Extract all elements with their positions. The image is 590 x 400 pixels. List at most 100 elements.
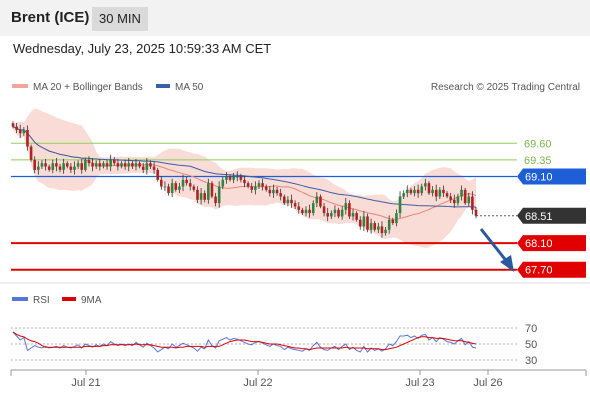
candle-body [337, 209, 340, 217]
candle-body [87, 159, 91, 164]
level-label-68-10: 68.10 [525, 238, 553, 250]
candle-body [26, 129, 29, 147]
candle-body [44, 163, 47, 167]
legend-swatch-ma50 [156, 84, 170, 88]
candle-body [427, 183, 431, 194]
forecast-arrow-head [500, 255, 514, 272]
candle-body [279, 193, 282, 197]
candle-body [84, 159, 87, 170]
candle-body [152, 166, 156, 170]
candle-body [214, 196, 217, 204]
candle-body [116, 163, 120, 167]
candle-body [51, 163, 55, 170]
candle-body [62, 163, 65, 170]
candle-body [471, 196, 474, 210]
candle-body [188, 183, 192, 187]
candle-body [22, 129, 26, 134]
level-labels-layer: 69.60 69.35 69.10 68.51 68.10 67.70 [517, 138, 586, 278]
candle-body [297, 206, 301, 210]
candle-body [282, 196, 286, 204]
candle-body [185, 179, 188, 184]
candles-layer [11, 121, 478, 238]
candle-body [308, 209, 311, 214]
candle-body [217, 186, 221, 204]
instrument-title: Brent (ICE) [11, 9, 90, 26]
candle-body [58, 166, 62, 170]
candle-body [409, 189, 413, 194]
candle-body [391, 219, 395, 224]
candle-body [366, 216, 369, 230]
candle-body [304, 209, 308, 214]
level-badge-69-10 [517, 168, 586, 185]
candle-body [449, 196, 452, 200]
candle-body [210, 183, 214, 197]
level-label-69-35: 69.35 [524, 155, 552, 167]
candle-body [228, 176, 232, 180]
candle-body [268, 189, 272, 194]
candle-body [167, 186, 170, 194]
copyright-label: Research © 2025 Trading Central [431, 82, 580, 93]
candle-body [163, 186, 167, 188]
candle-body [156, 169, 159, 180]
rsi-panel: 70 50 30 [11, 323, 537, 367]
x-tick-label: Jul 26 [473, 377, 502, 389]
candle-body [257, 183, 261, 187]
candle-body [131, 163, 134, 167]
candle-body [250, 186, 254, 190]
candle-body [315, 196, 319, 204]
candle-body [37, 166, 40, 170]
candle-body [112, 159, 116, 164]
candle-body [452, 199, 456, 204]
candle-body [358, 219, 362, 227]
candle-body [123, 163, 127, 167]
candle-body [149, 163, 152, 167]
x-tick-label: Jul 22 [243, 377, 272, 389]
candle-body [40, 163, 44, 167]
candle-body [413, 189, 416, 194]
candle-body [120, 163, 123, 167]
candle-body [55, 163, 58, 167]
header-bar: Brent (ICE) 30 MIN [0, 0, 590, 36]
candle-body [326, 213, 329, 217]
candle-body [181, 179, 185, 187]
candle-body [322, 206, 326, 214]
candle-body [18, 129, 22, 134]
candle-body [178, 186, 181, 190]
rsi-line [12, 331, 477, 353]
candle-body [235, 176, 239, 178]
candle-body [456, 196, 460, 204]
candle-body [355, 213, 358, 220]
candle-body [311, 203, 315, 214]
legend-label-ma50: MA 50 [175, 82, 204, 93]
candle-body [203, 193, 207, 200]
x-tick-label: Jul 21 [71, 377, 100, 389]
candle-body [420, 186, 424, 194]
forecast-arrow-layer [479, 228, 514, 272]
candle-body [199, 193, 203, 200]
candle-body [196, 189, 199, 200]
rsi-tick-label: 30 [525, 355, 537, 367]
candle-body [290, 199, 293, 204]
candle-body [33, 159, 37, 170]
candle-body [47, 166, 51, 170]
timeframe-badge[interactable]: 30 MIN [92, 7, 148, 31]
candle-body [94, 163, 98, 167]
legend-label-rsi: RSI [33, 295, 50, 306]
candle-body [395, 213, 398, 224]
candle-body [362, 216, 366, 227]
level-label-68-51: 68.51 [525, 211, 553, 223]
candle-body [98, 163, 102, 167]
candle-body [463, 189, 467, 204]
candle-body [254, 186, 257, 190]
candle-body [73, 166, 76, 170]
candle-body [434, 189, 438, 197]
candle-body [293, 203, 297, 207]
candle-body [405, 189, 409, 194]
candle-body [170, 183, 174, 194]
candle-body [384, 229, 387, 234]
candle-body [402, 193, 405, 197]
candle-body [319, 196, 322, 207]
candle-body [369, 223, 373, 230]
candle-body [76, 163, 80, 167]
candle-body [442, 189, 445, 194]
